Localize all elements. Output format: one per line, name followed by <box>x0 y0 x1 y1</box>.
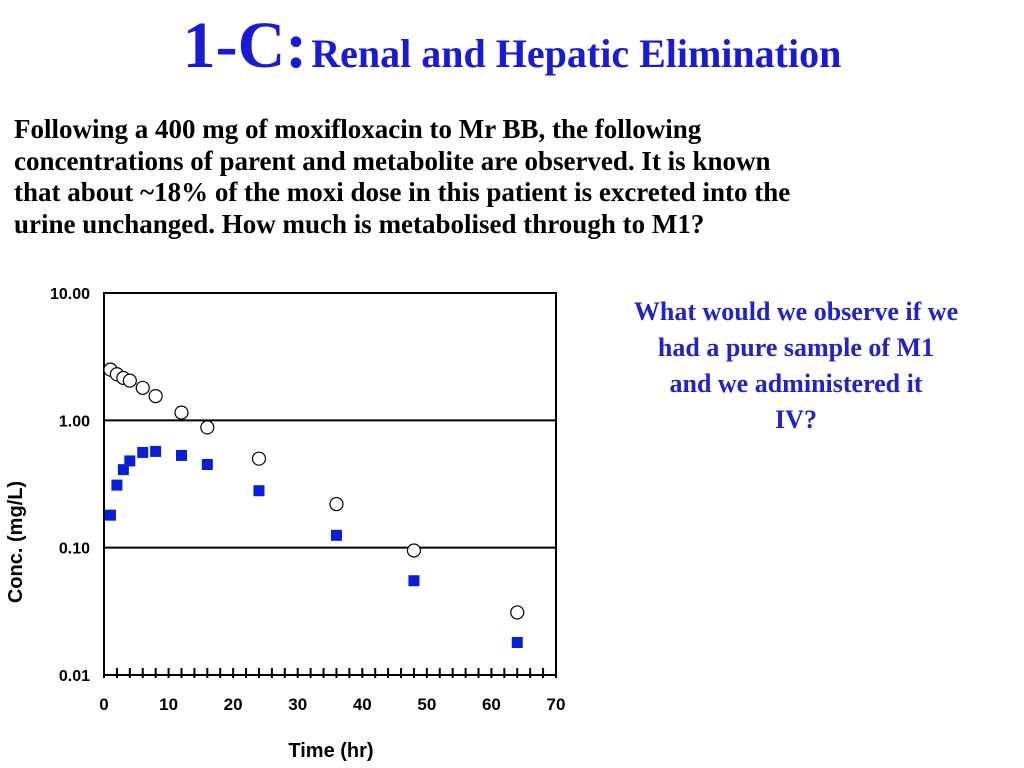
concentration-chart: 10.00 1.00 0.10 0.01 0 10 20 30 40 50 60 70 Time (h… <box>5 286 566 762</box>
y-tick-label: 0.01 <box>59 668 90 685</box>
metabolite-data-point <box>137 446 149 458</box>
question-line: and we administered it <box>669 369 923 398</box>
title-number: 1-C: <box>182 9 308 82</box>
parent-data-point <box>135 380 150 395</box>
metabolite-data-point <box>175 449 187 461</box>
x-tick-label: 40 <box>353 695 372 714</box>
question-line: IV? <box>775 405 817 434</box>
x-tick-label: 50 <box>417 695 436 714</box>
title-text: Renal and Hepatic Elimination <box>311 31 842 76</box>
metabolite-data-point <box>104 509 116 521</box>
metabolite-data-point <box>201 458 213 470</box>
point-layer <box>103 362 525 648</box>
parent-data-point <box>122 373 137 388</box>
x-axis-label: Time (hr) <box>288 740 373 762</box>
x-tick-label: 10 <box>159 695 178 714</box>
metabolite-data-point <box>124 455 136 467</box>
parent-data-point <box>200 420 215 435</box>
metabolite-data-point <box>408 575 420 587</box>
parent-data-point <box>406 543 422 558</box>
x-tick-label: 30 <box>288 695 307 714</box>
problem-line: concentrations of parent and metabolite … <box>14 145 771 176</box>
metabolite-data-point <box>253 485 265 497</box>
side-question: What would we observe if we had a pure s… <box>578 294 1014 438</box>
x-tick-label: 0 <box>99 695 108 714</box>
metabolite-data-point <box>150 445 162 457</box>
problem-line: urine unchanged. How much is metabolised… <box>14 208 705 239</box>
x-tick-label: 70 <box>547 695 566 714</box>
y-tick-label: 0.10 <box>59 541 90 558</box>
y-tick-label: 10.00 <box>50 286 90 303</box>
parent-data-point <box>148 388 163 404</box>
y-axis-label: Conc. (mg/L) <box>5 481 27 603</box>
parent-data-point <box>251 451 267 466</box>
problem-line: that about ~18% of the moxi dose in this… <box>14 177 791 207</box>
parent-data-point <box>329 496 344 512</box>
plot-frame <box>103 292 557 676</box>
problem-line: Following a 400 mg of moxifloxacin to Mr… <box>14 114 702 144</box>
parent-data-point <box>174 405 189 420</box>
metabolite-data-point <box>111 479 123 491</box>
metabolite-data-point <box>117 464 129 476</box>
x-tick-label: 20 <box>224 695 243 714</box>
problem-statement: Following a 400 mg of moxifloxacin to Mr… <box>14 114 1014 240</box>
axis-layer <box>103 292 557 676</box>
x-tick-label: 60 <box>482 695 501 714</box>
question-line: What would we observe if we <box>633 297 959 326</box>
slide-title: 1-C: Renal and Hepatic Elimination <box>0 8 1024 84</box>
metabolite-data-point <box>330 529 342 541</box>
grid-layer <box>104 419 556 549</box>
metabolite-data-point <box>511 636 523 648</box>
tick-layer: 10.00 1.00 0.10 0.01 0 10 20 30 40 50 60 70 <box>50 286 566 714</box>
parent-data-point <box>510 605 525 620</box>
y-tick-label: 1.00 <box>59 413 90 430</box>
question-line: had a pure sample of M1 <box>657 333 935 362</box>
